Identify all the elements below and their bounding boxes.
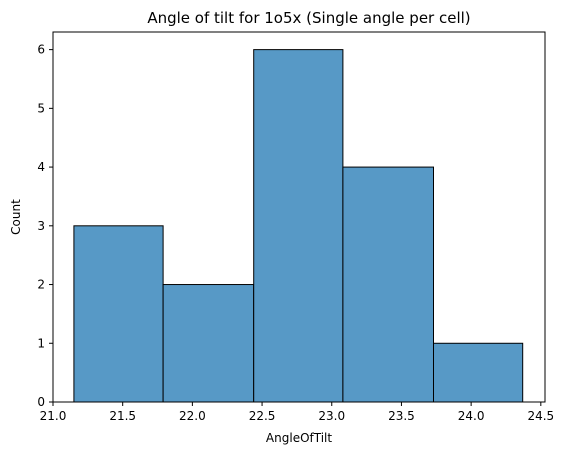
x-tick-label: 23.5 bbox=[388, 409, 415, 423]
x-tick-label: 23.0 bbox=[318, 409, 345, 423]
x-tick-label: 21.5 bbox=[109, 409, 136, 423]
x-tick-label: 22.0 bbox=[179, 409, 206, 423]
y-axis-label: Count bbox=[9, 199, 23, 235]
histogram-bar bbox=[162, 284, 255, 403]
x-axis: 21.0 21.5 22.0 22.5 23.0 23.5 24.0 24.5 bbox=[40, 402, 554, 423]
x-tick-label: 24.0 bbox=[458, 409, 485, 423]
histogram-bar bbox=[253, 49, 344, 403]
histogram-bar bbox=[73, 225, 164, 403]
y-tick-label: 3 bbox=[37, 219, 45, 233]
histogram-bar bbox=[432, 342, 524, 403]
x-tick-label: 24.5 bbox=[527, 409, 554, 423]
chart-title: Angle of tilt for 1o5x (Single angle per… bbox=[147, 9, 470, 27]
plot-frame bbox=[52, 31, 546, 403]
x-tick-label: 21.0 bbox=[40, 409, 67, 423]
histogram-bar bbox=[342, 166, 434, 403]
x-axis-label: AngleOfTilt bbox=[266, 431, 332, 445]
y-tick-label: 2 bbox=[37, 278, 45, 292]
y-tick-label: 1 bbox=[37, 336, 45, 350]
y-tick-label: 5 bbox=[37, 101, 45, 115]
y-tick-label: 6 bbox=[37, 43, 45, 57]
bars-group bbox=[73, 49, 524, 403]
x-tick-label: 22.5 bbox=[249, 409, 276, 423]
y-tick-label: 4 bbox=[37, 160, 45, 174]
y-tick-label: 0 bbox=[37, 395, 45, 409]
y-axis: 0 1 2 3 4 5 6 bbox=[37, 43, 53, 409]
